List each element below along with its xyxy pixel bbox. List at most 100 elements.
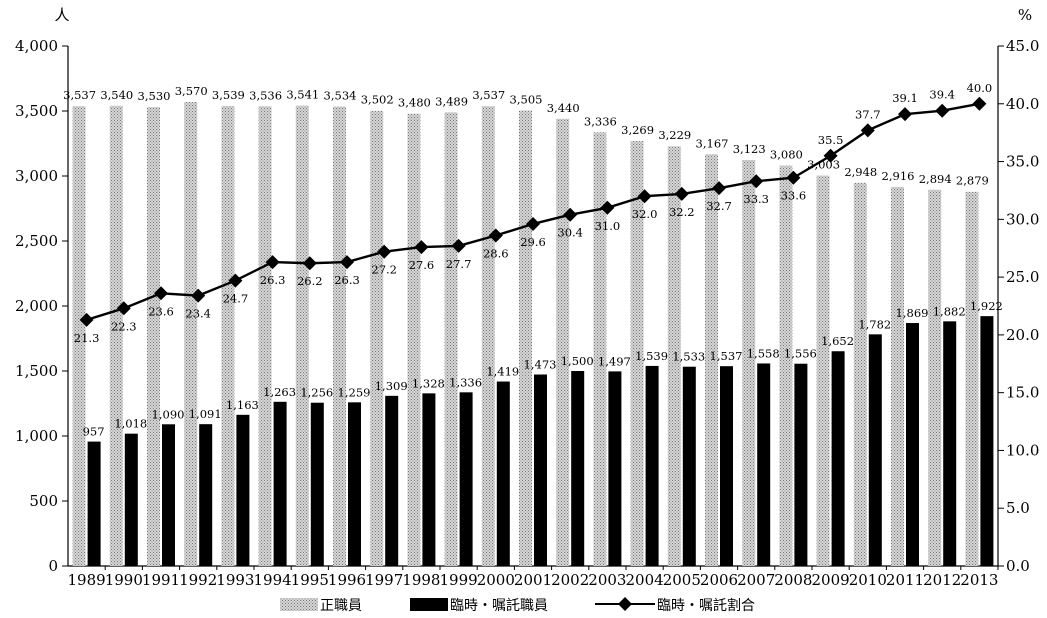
- data-label-regular-staff: 2,916: [882, 169, 915, 183]
- data-label-temporary-staff: 1,163: [226, 398, 259, 412]
- data-label-ratio: 37.7: [855, 107, 881, 121]
- ratio-marker: [823, 148, 838, 163]
- data-label-temporary-staff: 1,652: [821, 334, 854, 348]
- bar-regular-staff: [72, 106, 86, 566]
- bar-regular-staff: [333, 106, 346, 566]
- data-label-regular-staff: 3,167: [696, 136, 729, 150]
- data-label-temporary-staff: 1,091: [189, 407, 222, 421]
- x-tick-label: 2013: [960, 571, 998, 589]
- bar-temporary-staff: [757, 363, 771, 566]
- x-tick-label: 1992: [179, 571, 217, 589]
- data-label-temporary-staff: 1,259: [338, 385, 371, 399]
- data-label-ratio: 23.6: [148, 304, 174, 318]
- bar-regular-staff: [519, 110, 532, 566]
- data-label-ratio: 39.4: [929, 88, 955, 102]
- ratio-marker: [935, 103, 950, 118]
- data-label-ratio: 26.3: [334, 273, 360, 287]
- bar-regular-staff: [184, 101, 198, 567]
- left-tick-label: 3,500: [15, 102, 58, 120]
- ratio-marker: [191, 288, 206, 303]
- ratio-marker: [786, 170, 801, 185]
- left-tick-label: 2,000: [15, 297, 58, 315]
- data-label-ratio: 24.7: [223, 292, 249, 306]
- ratio-marker: [340, 255, 354, 270]
- right-tick-label: 25.0: [1006, 268, 1039, 286]
- data-label-regular-staff: 3,440: [547, 101, 580, 115]
- bar-regular-staff: [705, 154, 718, 567]
- x-tick-label: 2002: [551, 571, 589, 589]
- bar-regular-staff: [370, 110, 384, 567]
- data-label-ratio: 26.2: [297, 274, 323, 288]
- bar-temporary-staff: [422, 393, 436, 566]
- bar-temporary-staff: [720, 366, 733, 566]
- bar-temporary-staff: [645, 365, 659, 566]
- bar-temporary-staff: [385, 395, 399, 566]
- ratio-marker: [116, 301, 131, 316]
- x-tick-label: 1990: [105, 571, 143, 589]
- legend-swatch-temporary-staff: [410, 598, 448, 611]
- data-label-regular-staff: 3,229: [658, 128, 691, 142]
- data-label-temporary-staff: 1,537: [710, 349, 743, 363]
- data-label-temporary-staff: 1,309: [375, 379, 408, 393]
- bar-temporary-staff: [980, 316, 994, 566]
- data-label-regular-staff: 3,541: [286, 88, 319, 102]
- data-label-temporary-staff: 1,869: [896, 306, 929, 320]
- left-tick-label: 2,500: [15, 232, 58, 250]
- left-axis-ticks: 0 500 1,000 1,500 2,000 2,500 3,000 3,500 4,000: [15, 37, 68, 575]
- data-label-regular-staff: 3,505: [510, 92, 543, 106]
- data-label-ratio: 33.3: [743, 192, 769, 206]
- bar-regular-staff: [593, 132, 607, 566]
- data-label-ratio: 33.6: [781, 189, 807, 203]
- bar-regular-staff: [667, 146, 681, 567]
- bar-regular-staff: [221, 105, 235, 567]
- data-label-temporary-staff: 1,018: [114, 417, 147, 431]
- data-label-ratio: 32.0: [632, 207, 658, 221]
- x-tick-label: 2011: [886, 571, 924, 589]
- data-label-regular-staff: 3,269: [621, 123, 654, 137]
- x-tick-label: 1993: [216, 571, 254, 589]
- left-tick-label: 1,000: [15, 427, 58, 445]
- bar-temporary-staff: [124, 433, 138, 566]
- bar-regular-staff: [444, 112, 458, 567]
- data-label-ratio: 29.6: [520, 235, 546, 249]
- bar-temporary-staff: [273, 401, 287, 566]
- bar-regular-staff: [630, 141, 644, 566]
- right-tick-label: 20.0: [1006, 326, 1039, 344]
- data-label-ratio: 21.3: [74, 331, 100, 345]
- bar-temporary-staff: [571, 371, 585, 566]
- ratio-marker: [972, 96, 987, 111]
- bar-regular-staff: [891, 186, 904, 567]
- bar-temporary-staff: [459, 392, 473, 566]
- bar-regular-staff: [779, 165, 793, 566]
- ratio-marker: [860, 123, 875, 138]
- bar-temporary-staff: [496, 381, 510, 566]
- x-tick-label: 2010: [849, 571, 887, 589]
- data-label-regular-staff: 3,539: [212, 88, 245, 102]
- data-label-temporary-staff: 1,090: [152, 407, 185, 421]
- x-tick-label: 2001: [514, 571, 552, 589]
- x-tick-label: 2003: [588, 571, 626, 589]
- data-label-ratio: 26.3: [260, 273, 286, 287]
- x-tick-label: 2009: [812, 571, 850, 589]
- ratio-marker: [488, 228, 503, 243]
- data-label-regular-staff: 3,536: [249, 88, 282, 102]
- bar-regular-staff: [481, 106, 495, 566]
- data-label-ratio: 39.1: [892, 91, 918, 105]
- left-axis-unit: 人: [54, 6, 69, 24]
- ratio-marker: [451, 238, 466, 253]
- data-label-temporary-staff: 1,473: [524, 358, 557, 372]
- data-label-temporary-staff: 1,539: [635, 349, 668, 363]
- bar-temporary-staff: [608, 371, 622, 566]
- ratio-marker: [154, 286, 168, 301]
- bar-temporary-staff: [534, 374, 547, 566]
- x-tick-label: 2008: [774, 571, 812, 589]
- data-label-regular-staff: 3,537: [63, 88, 96, 102]
- data-label-temporary-staff: 1,922: [970, 299, 1003, 313]
- data-label-temporary-staff: 1,882: [933, 304, 966, 318]
- data-label-ratio: 40.0: [967, 81, 993, 95]
- data-label-ratio: 27.2: [371, 263, 397, 277]
- x-tick-label: 1994: [254, 571, 292, 589]
- data-label-ratio: 30.4: [557, 226, 583, 240]
- bar-temporary-staff: [236, 414, 250, 566]
- data-label-temporary-staff: 1,782: [858, 317, 891, 331]
